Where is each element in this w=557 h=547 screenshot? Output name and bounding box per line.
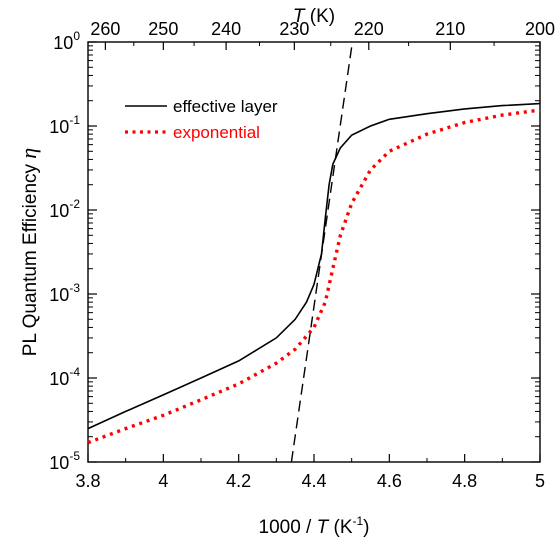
top-tick-label: 250 [148, 19, 178, 39]
y-tick-label: 10-5 [49, 449, 80, 473]
series-line-2 [87, 108, 541, 445]
legend-label-exponential: exponential [173, 123, 260, 142]
y-tick-label: 10-1 [49, 113, 80, 137]
y-tick-label: 10-2 [49, 197, 80, 221]
top-tick-label: 220 [354, 19, 384, 39]
series-line-3 [290, 41, 354, 463]
x-tick-label: 4.8 [452, 471, 477, 491]
legend-label-effective-layer: effective layer [173, 97, 278, 116]
top-tick-label: 230 [279, 19, 309, 39]
y-axis-title: PL Quantum Efficiency η [16, 148, 41, 356]
x-tick-label: 4.2 [226, 471, 251, 491]
series-layer [87, 41, 541, 463]
top-axis-title: T (K) [293, 6, 335, 27]
top-tick-label: 200 [525, 19, 555, 39]
x-tick-label: 3.8 [75, 471, 100, 491]
axis-ticks [87, 41, 541, 463]
x-tick-label: 4.6 [377, 471, 402, 491]
y-tick-label: 10-4 [49, 365, 80, 389]
top-tick-label: 210 [435, 19, 465, 39]
x-axis-title: 1000 / T (K-1) [259, 514, 370, 538]
top-tick-label: 240 [211, 19, 241, 39]
y-tick-label: 100 [53, 29, 80, 53]
x-tick-label: 4.4 [301, 471, 326, 491]
top-tick-label: 260 [90, 19, 120, 39]
tick-labels: 3.8 4 4.2 4.4 4.6 4.8 5 260 250 240 230 220 210 200 10… [49, 19, 555, 491]
series-line-1 [87, 102, 541, 430]
y-tick-label: 10-3 [49, 281, 80, 305]
x-tick-label: 5 [535, 471, 545, 491]
x-tick-label: 4 [158, 471, 168, 491]
legend: effective layer exponential [125, 97, 278, 142]
